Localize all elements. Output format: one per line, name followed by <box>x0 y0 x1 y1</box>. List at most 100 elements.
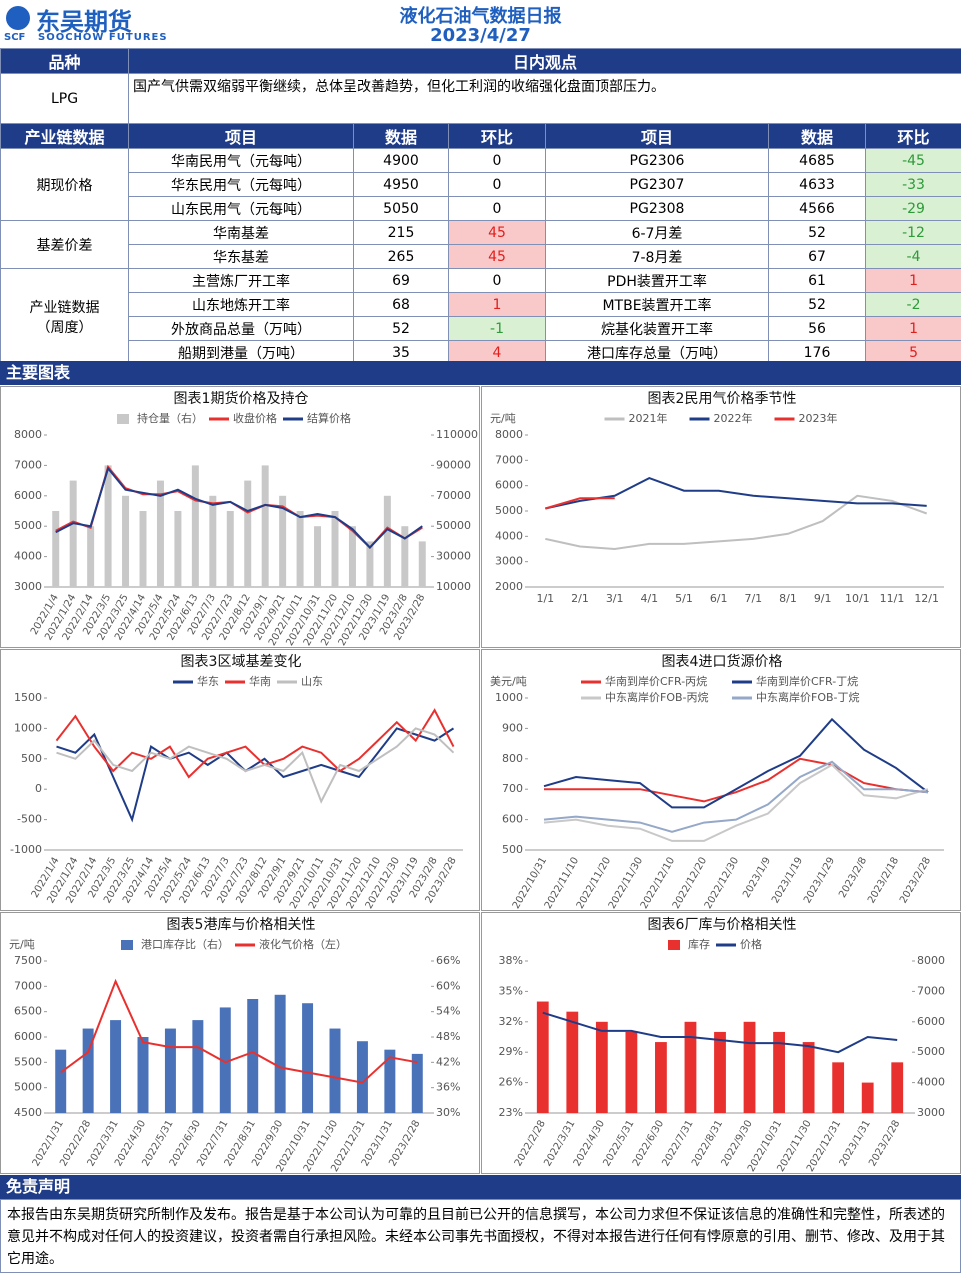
item-cell: 华东民用气（元每吨） <box>128 172 354 197</box>
change-cell: 1 <box>864 268 961 293</box>
bar <box>247 999 259 1113</box>
y2-tick-label: 30000 <box>436 550 471 563</box>
value-cell: 69 <box>353 268 449 293</box>
bar <box>191 465 199 587</box>
bar <box>55 1049 67 1113</box>
change-cell: -45 <box>864 148 961 173</box>
y-tick-label: 600 <box>502 813 523 826</box>
unit-label: 美元/吨 <box>490 675 527 688</box>
y2-tick-label: 60% <box>436 979 460 992</box>
legend-label: 液化气价格（左） <box>259 937 347 951</box>
y-tick-label: 32% <box>499 1015 523 1028</box>
group-name: 基差价差 <box>36 237 93 254</box>
line-series <box>55 708 455 779</box>
header-cell: 环比 <box>864 123 961 149</box>
report-title: 液化石油气数据日报 <box>399 6 562 27</box>
item-cell: MTBE装置开工率 <box>545 292 769 317</box>
y2-tick-label: 7000 <box>917 984 945 997</box>
bar <box>411 1053 423 1113</box>
y-tick-label: 1500 <box>14 691 42 704</box>
y2-tick-label: 3000 <box>917 1106 945 1119</box>
line-series <box>545 497 615 510</box>
line-series <box>60 978 418 1084</box>
legend-label: 价格 <box>740 937 762 951</box>
view-cell: 国产气供需双缩弱平衡继续，总体呈改善趋势，但化工利润的收缩强化盘面顶部压力。 <box>127 73 961 124</box>
legend-label: 中东离岸价FOB-丁烷 <box>756 690 860 704</box>
data-table: 品种 日内观点 LPG 国产气供需双缩弱平衡继续，总体呈改善趋势，但化工利润的收缩强化… <box>0 48 961 365</box>
change-cell: -4 <box>864 244 961 269</box>
group-cell: 基差价差 <box>0 220 129 269</box>
bar <box>401 526 409 587</box>
y-tick-label: 900 <box>502 721 523 734</box>
data-row: 华东民用气（元每吨） 4950 0 PG2307 4633 -33 <box>1 172 961 197</box>
x-tick-label: 2/1 <box>571 592 589 605</box>
line-series <box>543 717 929 809</box>
value-cell: 265 <box>353 244 449 269</box>
group-name: （周度） <box>36 319 93 336</box>
legend-label: 中东离岸价FOB-丙烷 <box>605 690 709 704</box>
bar <box>595 1021 608 1113</box>
y-tick-label: 6000 <box>495 479 523 492</box>
bar <box>832 1062 845 1113</box>
header: 东吴期货 SCF SOOCHOW FUTURES 液化石油气数据日报 2023/… <box>0 0 961 48</box>
bar <box>714 1031 726 1113</box>
header-cell: 品种 <box>0 48 129 74</box>
x-tick-label: 12/1 <box>914 592 939 605</box>
bar <box>104 465 112 587</box>
value-cell: 5050 <box>353 196 449 221</box>
chart: 图表1期货价格及持仓 3000 4000 5000 6000 7000 8000 10000 3… <box>0 386 480 648</box>
bar <box>139 511 147 587</box>
bar <box>366 541 374 587</box>
bar <box>302 1003 314 1113</box>
logo-icon <box>6 6 30 30</box>
item-cell: 6-7月差 <box>545 220 769 245</box>
y-tick-label: 5000 <box>495 504 523 517</box>
legend-label: 2022年 <box>714 411 753 425</box>
y-tick-label: 4500 <box>14 1106 42 1119</box>
x-tick-label: 3/1 <box>606 592 624 605</box>
y-tick-label: 1000 <box>14 721 42 734</box>
disclaimer-text: 本报告由东吴期货研究所制作及发布。报告是基于本公司认为可靠的且目前已公开的信息撰… <box>0 1199 961 1273</box>
y2-tick-label: 8000 <box>917 954 945 967</box>
y-tick-label: 7000 <box>495 453 523 466</box>
item-cell: 山东民用气（元每吨） <box>128 196 354 221</box>
group-cell: 期现价格 <box>0 148 129 221</box>
y2-tick-label: 5000 <box>917 1045 945 1058</box>
data-row: 山东民用气（元每吨） 5050 0 PG2308 4566 -29 <box>1 196 961 221</box>
legend-label: 2021年 <box>629 411 668 425</box>
data-row: 华东基差 265 45 7-8月差 67 -4 <box>1 244 961 269</box>
y2-tick-label: 30% <box>436 1106 460 1119</box>
y-tick-label: 500 <box>21 752 42 765</box>
line-series <box>543 763 929 842</box>
header-cell: 数据 <box>353 123 449 149</box>
bar <box>891 1062 904 1113</box>
y-tick-label: 5000 <box>14 519 42 532</box>
y-tick-label: 26% <box>499 1076 523 1089</box>
unit-label: 元/吨 <box>9 938 35 951</box>
y-tick-label: 23% <box>499 1106 523 1119</box>
bar <box>418 541 426 587</box>
value-cell: 68 <box>353 292 449 317</box>
chart-title: 图表5港库与价格相关性 <box>167 917 316 933</box>
group-cell: 产业链数据 （周度） <box>0 268 129 365</box>
y-tick-label: 5000 <box>14 1081 42 1094</box>
item-cell: PG2306 <box>545 148 769 173</box>
y-tick-label: 6500 <box>14 1005 42 1018</box>
y-tick-label: 6000 <box>14 1030 42 1043</box>
brand-mark: SCF <box>4 32 26 43</box>
bar <box>743 1021 756 1113</box>
legend-label: 华南到岸价CFR-丙烷 <box>605 674 707 688</box>
header-cell: 日内观点 <box>127 48 961 74</box>
chart-title: 图表4进口货源价格 <box>662 653 783 670</box>
chart-title: 图表3区域基差变化 <box>181 653 302 670</box>
x-tick-label: 2023/1/19 <box>770 856 805 906</box>
x-tick-label: 2023/1/9 <box>741 856 773 900</box>
header-cell: 数据 <box>768 123 866 149</box>
y-tick-label: -1000 <box>10 843 42 856</box>
data-row: 外放商品总量（万吨） 52 -1 烷基化装置开工率 56 1 <box>1 316 961 341</box>
change-cell: -1 <box>448 316 546 341</box>
y2-tick-label: 6000 <box>917 1015 945 1028</box>
x-tick-label: 1/1 <box>536 592 554 605</box>
